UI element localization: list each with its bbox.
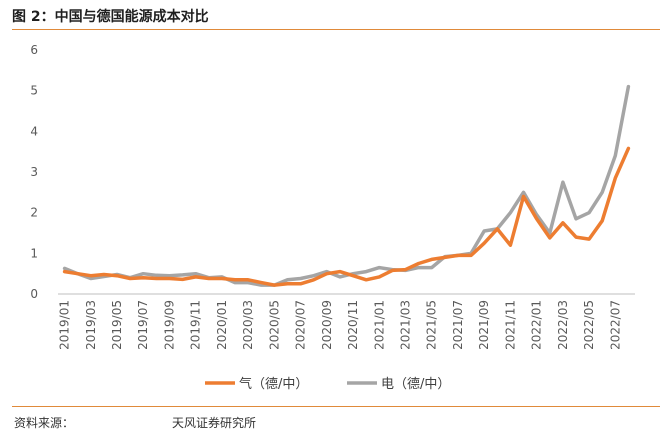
x-tick-label: 2021/03 [399,300,413,350]
legend-electricity-label: 电（德/中） [381,377,450,392]
y-tick-label: 2 [30,206,38,220]
top-divider [12,29,660,30]
y-tick-label: 0 [30,287,38,301]
y-tick-label: 4 [30,124,38,138]
electricity-series-line [62,84,631,287]
x-tick-label: 2022/05 [582,300,596,350]
source-label: 资料来源： [14,416,75,430]
x-tick-label: 2020/07 [294,300,308,350]
y-tick-label: 1 [30,246,38,260]
legend-gas-label: 气（德/中） [239,376,308,392]
x-tick-label: 2021/07 [451,300,465,350]
chart-title: 图 2：中国与德国能源成本对比 [12,9,209,25]
x-tick-label: 2019/01 [58,300,72,350]
x-tick-label: 2019/05 [110,300,124,350]
x-tick-label: 2020/05 [267,300,281,350]
x-tick-label: 2019/03 [84,300,98,350]
x-tick-label: 2021/05 [425,300,439,350]
source-value: 天风证券研究所 [172,416,257,430]
x-tick-label: 2019/07 [136,300,150,350]
x-tick-label: 2020/09 [320,300,334,350]
y-tick-label: 3 [30,165,38,179]
x-tick-label: 2021/11 [503,300,517,350]
gas-series-line [62,146,631,287]
bottom-divider [12,406,660,407]
x-tick-label: 2022/03 [556,300,570,350]
y-tick-label: 6 [30,43,38,57]
x-tick-label: 2021/01 [372,300,386,350]
x-tick-label: 2021/09 [477,300,491,350]
x-tick-label: 2019/11 [189,300,203,350]
x-tick-label: 2020/01 [215,300,229,350]
x-tick-label: 2019/09 [162,300,176,350]
x-tick-label: 2022/01 [530,300,544,350]
y-tick-label: 5 [30,84,38,98]
x-tick-label: 2020/03 [241,300,255,350]
x-tick-label: 2020/11 [346,300,360,350]
x-tick-label: 2022/07 [608,300,622,350]
